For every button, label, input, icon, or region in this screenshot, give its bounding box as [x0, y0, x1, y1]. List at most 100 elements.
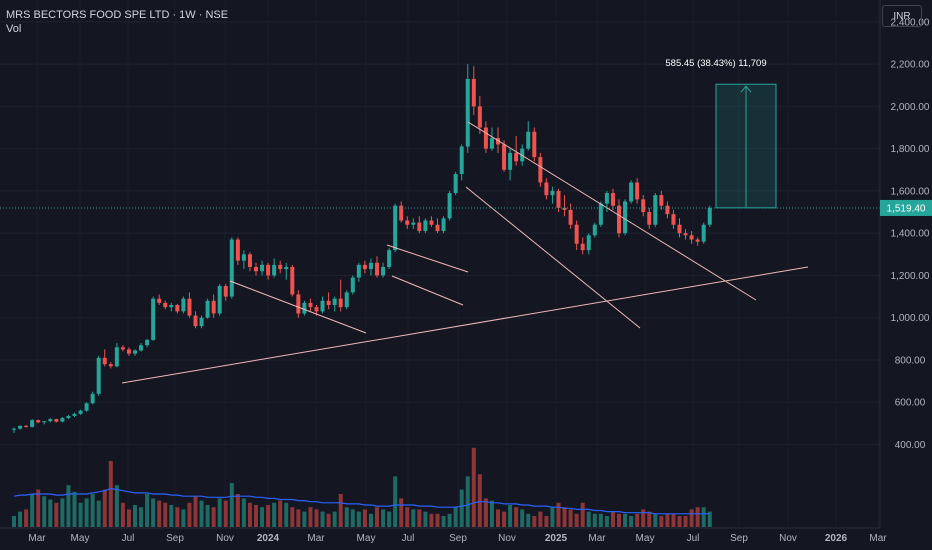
candle-body: [653, 195, 658, 225]
candle-body: [381, 266, 386, 276]
candle-body: [84, 403, 89, 411]
x-tick-label: Mar: [307, 533, 325, 544]
candle-body: [139, 345, 144, 351]
candle-body: [489, 138, 494, 149]
candle-body: [502, 144, 507, 170]
volume-bar: [453, 507, 458, 527]
candle-body: [356, 264, 361, 278]
x-tick-label: 2026: [825, 533, 848, 544]
candle-body: [447, 193, 452, 219]
candle-body: [459, 146, 464, 175]
candle-body: [514, 152, 519, 162]
volume-bar: [381, 509, 386, 527]
volume-bar: [181, 509, 186, 527]
volume-bar: [332, 511, 337, 527]
volume-ma-line: [13, 487, 710, 515]
candle-body: [399, 205, 404, 221]
volume-bar: [399, 498, 404, 527]
candle-body: [290, 266, 295, 295]
candle-body: [36, 420, 41, 423]
candle-body: [465, 78, 470, 147]
candle-body: [169, 305, 174, 308]
volume-bar: [417, 509, 422, 527]
candle-body: [235, 239, 240, 261]
volume-bar: [362, 509, 367, 527]
candle-body: [133, 350, 137, 354]
volume-bar: [151, 498, 156, 527]
candle-body: [617, 205, 621, 234]
x-tick-label: Nov: [779, 533, 797, 544]
candle-body: [24, 425, 29, 427]
x-tick-label: Nov: [216, 533, 234, 544]
y-tick-label: 1,400.00: [891, 229, 930, 240]
volume-bar: [423, 511, 428, 527]
x-tick-label: May: [71, 533, 90, 544]
x-tick-label: May: [357, 533, 376, 544]
volume-bar: [36, 489, 41, 527]
volume-bar: [254, 505, 258, 527]
volume-bar: [610, 511, 615, 527]
volume-bar: [133, 505, 137, 527]
volume-bar: [677, 516, 682, 527]
volume-bar: [707, 511, 712, 527]
candle-body: [241, 254, 246, 261]
volume-bar: [72, 491, 77, 527]
volume-bar: [90, 494, 95, 527]
candle-body: [592, 224, 597, 236]
currency-button[interactable]: INR: [882, 5, 922, 27]
candle-body: [157, 298, 162, 303]
volume-bar: [60, 498, 65, 527]
volume-bar: [447, 513, 452, 527]
volume-bar: [405, 507, 410, 527]
volume-bar: [102, 489, 107, 527]
candle-body: [586, 235, 591, 251]
volume-bar: [544, 516, 549, 527]
candle-body: [72, 413, 77, 416]
candle-body: [66, 415, 71, 419]
candle-body: [302, 302, 307, 314]
y-tick-label: 2,000.00: [891, 102, 930, 113]
y-tick-label: 400.00: [895, 440, 926, 451]
y-tick-label: 2,200.00: [891, 60, 930, 71]
volume-bar: [247, 502, 252, 527]
trendline: [467, 121, 757, 301]
volume-bar: [562, 507, 567, 527]
candle-body: [332, 298, 337, 306]
candle-body: [453, 174, 458, 194]
candle-body: [108, 364, 113, 367]
volume-bar: [653, 513, 658, 527]
volume-bar: [145, 494, 150, 527]
volume-bar: [592, 513, 597, 527]
candle-body: [647, 212, 652, 225]
y-tick-label: 1,800.00: [891, 144, 930, 155]
volume-indicator-label: Vol: [6, 23, 22, 35]
candle-body: [598, 203, 603, 225]
candle-body: [483, 127, 488, 149]
candle-body: [338, 298, 343, 308]
x-tick-label: Jul: [687, 533, 700, 544]
volume-bar: [598, 513, 603, 527]
volume-bar: [526, 513, 531, 527]
candle-body: [278, 264, 283, 270]
candle-body: [247, 254, 252, 267]
candle-body: [683, 233, 688, 236]
volume-bar: [272, 502, 277, 527]
candle-body: [266, 264, 271, 276]
volume-bar: [205, 505, 210, 527]
x-tick-label: 2024: [257, 533, 280, 544]
volume-bar: [66, 485, 71, 527]
candle-body: [375, 262, 379, 276]
volume-bar: [459, 489, 464, 527]
candle-body: [471, 78, 476, 107]
candle-body: [163, 302, 168, 308]
volume-bar: [308, 507, 313, 527]
volume-bar: [278, 500, 283, 527]
trendline: [386, 244, 469, 273]
candle-body: [477, 106, 482, 128]
candlesticks: [12, 64, 712, 433]
candle-body: [423, 220, 428, 232]
volume-bar: [356, 511, 361, 527]
candle-body: [187, 298, 192, 316]
candle-body: [526, 131, 531, 149]
